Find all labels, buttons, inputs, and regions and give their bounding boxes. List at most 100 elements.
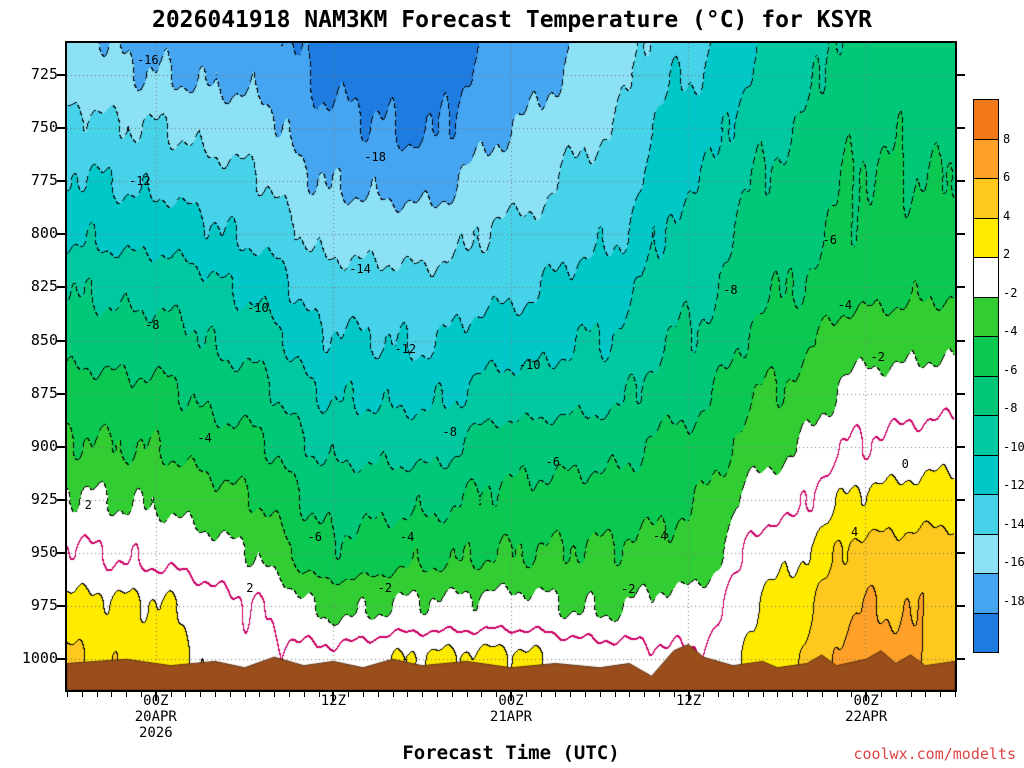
tick-mark xyxy=(541,692,542,697)
colorbar-tick-label: -14 xyxy=(1003,516,1024,531)
y-tick-label: 925 xyxy=(30,489,58,508)
tick-mark xyxy=(185,692,186,697)
tick-mark xyxy=(688,692,690,701)
y-tick-label: 975 xyxy=(30,596,58,615)
tick-mark xyxy=(57,233,65,235)
chart-title: 2026041918 NAM3KM Forecast Temperature (… xyxy=(151,7,873,33)
tick-mark xyxy=(437,692,438,697)
colorbar-cell xyxy=(973,138,999,179)
contour-label: -8 xyxy=(442,424,457,439)
tick-mark xyxy=(407,692,408,697)
contour-label: -4 xyxy=(652,529,668,543)
contour-label: -10 xyxy=(247,301,269,316)
x-tick-date: 20APR xyxy=(134,709,177,725)
colorbar-cell xyxy=(973,612,999,653)
tick-mark xyxy=(171,692,172,697)
tick-mark xyxy=(629,692,630,697)
tick-mark xyxy=(837,692,838,697)
tick-mark xyxy=(718,692,719,697)
tick-mark xyxy=(57,127,65,129)
y-tick-label: 825 xyxy=(30,277,58,296)
tick-mark xyxy=(957,658,965,660)
colorbar-cell xyxy=(973,336,999,377)
contour-label: -18 xyxy=(364,149,386,164)
contour-label: -10 xyxy=(518,358,541,373)
colorbar-tick-label: 6 xyxy=(1003,170,1011,184)
tick-mark xyxy=(289,692,290,697)
tick-mark xyxy=(481,692,482,697)
contour-label: -2 xyxy=(870,349,885,364)
tick-mark xyxy=(141,692,142,697)
tick-mark xyxy=(925,692,926,697)
colorbar-cell xyxy=(973,257,999,298)
tick-mark xyxy=(155,692,157,701)
colorbar-tick-label: -12 xyxy=(1003,478,1024,492)
tick-mark xyxy=(348,692,349,697)
colorbar-tick-label: 8 xyxy=(1003,131,1011,146)
tick-mark xyxy=(957,127,965,129)
tick-mark xyxy=(957,393,965,395)
tick-mark xyxy=(733,692,734,697)
tick-mark xyxy=(957,552,965,554)
colorbar-tick-label: 4 xyxy=(1003,208,1011,223)
tick-mark xyxy=(304,692,305,697)
contour-label: -16 xyxy=(136,52,159,67)
contour-label: 0 xyxy=(901,457,909,472)
tick-mark xyxy=(570,692,571,697)
tick-mark xyxy=(332,692,334,701)
contour-label: -8 xyxy=(145,318,160,333)
contour-label: -6 xyxy=(822,232,838,247)
tick-mark xyxy=(703,692,704,697)
colorbar-cell xyxy=(973,217,999,258)
tick-mark xyxy=(510,692,512,701)
tick-mark xyxy=(865,692,867,701)
tick-mark xyxy=(245,692,246,697)
tick-mark xyxy=(822,692,823,697)
contour-label: -12 xyxy=(128,173,151,188)
tick-mark xyxy=(957,233,965,235)
tick-mark xyxy=(674,692,675,697)
y-tick-label: 750 xyxy=(30,118,58,136)
tick-mark xyxy=(792,692,793,697)
colorbar-tick-label: 2 xyxy=(1003,247,1011,261)
x-tick-label: 00Z xyxy=(143,693,169,709)
tick-mark xyxy=(881,692,882,697)
tick-mark xyxy=(957,446,965,448)
tick-mark xyxy=(200,692,201,697)
tick-mark xyxy=(644,692,645,697)
x-tick-label: 12Z xyxy=(675,693,702,709)
tick-mark xyxy=(467,692,468,697)
tick-mark xyxy=(496,692,497,697)
y-tick-label: 800 xyxy=(30,224,58,243)
x-tick-label: 00Z xyxy=(853,693,879,709)
tick-mark xyxy=(111,692,112,697)
colorbar-cell xyxy=(973,494,999,535)
colorbar-tick-label: -6 xyxy=(1003,362,1018,377)
tick-mark xyxy=(378,692,379,697)
tick-mark xyxy=(911,692,912,697)
tick-mark xyxy=(957,340,965,342)
contour-label: 2 xyxy=(246,580,254,595)
colorbar-cell xyxy=(973,573,999,614)
tick-mark xyxy=(274,692,275,697)
colorbar-cell xyxy=(973,454,999,495)
tick-mark xyxy=(363,692,364,697)
tick-mark xyxy=(957,605,965,607)
colorbar-cell xyxy=(973,375,999,416)
y-tick-label: 850 xyxy=(30,330,58,349)
y-tick-label: 900 xyxy=(30,436,58,455)
tick-mark xyxy=(57,393,65,395)
colorbar-tick-label: -2 xyxy=(1003,285,1018,300)
colorbar-tick-label: -8 xyxy=(1003,401,1018,415)
tick-mark xyxy=(57,552,65,554)
contour-label: 2 xyxy=(84,497,92,512)
tick-mark xyxy=(319,692,320,697)
colorbar-cell xyxy=(973,415,999,456)
temperature-contour-canvas xyxy=(67,43,955,690)
tick-mark xyxy=(957,499,965,501)
colorbar-tick-label: -18 xyxy=(1003,593,1024,608)
tick-mark xyxy=(763,692,764,697)
tick-mark xyxy=(57,340,65,342)
tick-mark xyxy=(126,692,127,697)
x-tick-label: 00Z xyxy=(498,693,524,709)
